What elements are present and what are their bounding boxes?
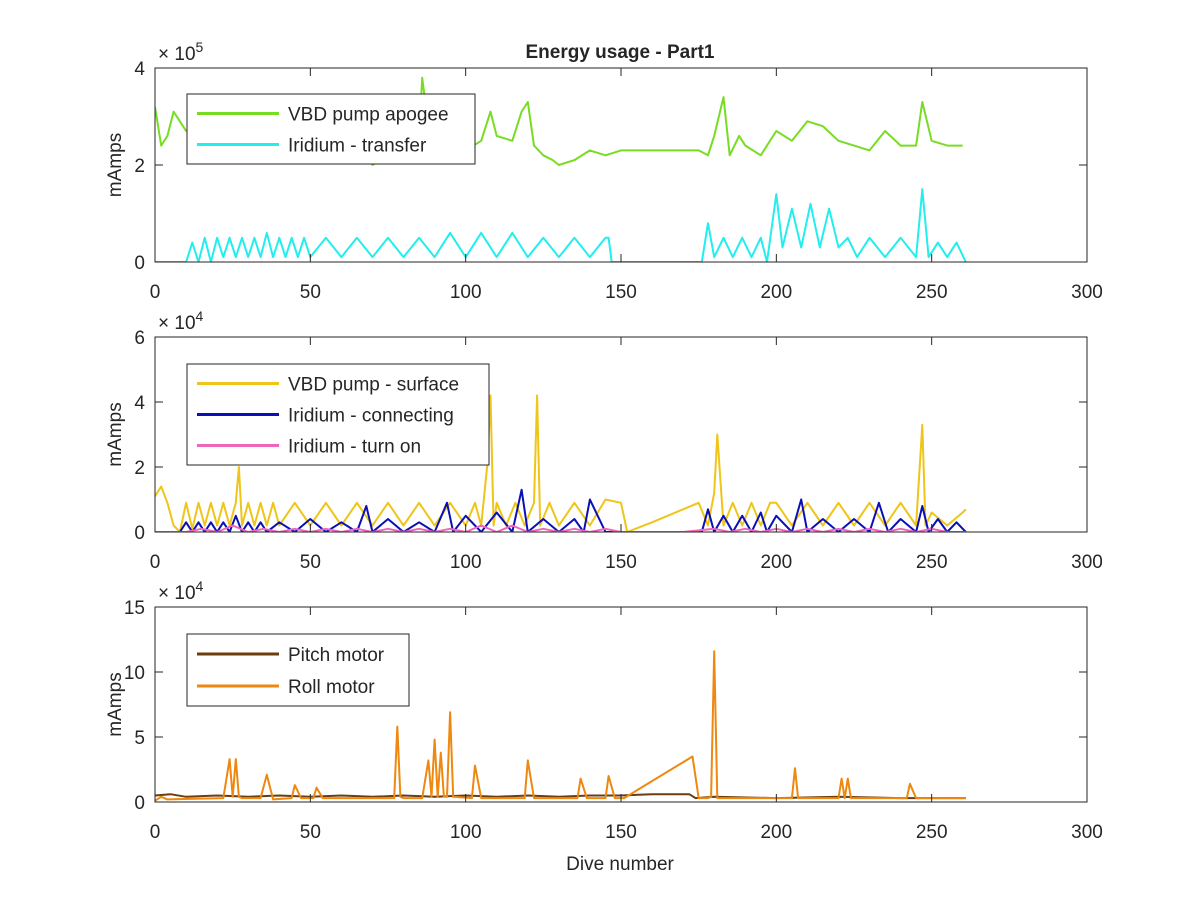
legend: VBD pump apogee Iridium - transfer bbox=[186, 93, 476, 165]
y-tick-label: 0 bbox=[134, 793, 145, 814]
series-lines bbox=[155, 394, 967, 532]
legend-label: Iridium - turn on bbox=[288, 437, 421, 458]
x-tick-label: 300 bbox=[1071, 282, 1103, 303]
y-tick-label: 4 bbox=[134, 393, 145, 414]
x-tick-label: 200 bbox=[760, 282, 792, 303]
legend: VBD pump - surface Iridium - connecting Ir… bbox=[186, 363, 490, 466]
x-tick-label: 250 bbox=[916, 282, 948, 303]
y-tick-label: 0 bbox=[134, 523, 145, 544]
legend-label: Iridium - transfer bbox=[288, 136, 427, 157]
x-tick-label: 100 bbox=[450, 282, 482, 303]
figure-title: Energy usage - Part1 bbox=[525, 42, 714, 63]
y-axis-label: mAmps bbox=[105, 133, 126, 197]
x-tick-label: 0 bbox=[150, 282, 161, 303]
x-tick-label: 50 bbox=[300, 282, 321, 303]
y-tick-label: 5 bbox=[134, 728, 145, 749]
x-tick-label: 300 bbox=[1071, 552, 1103, 573]
series-line-iridium-turn-on bbox=[155, 524, 966, 532]
series-line-roll-motor bbox=[155, 650, 966, 802]
x-tick-label: 100 bbox=[450, 552, 482, 573]
y-tick-label: 0 bbox=[134, 253, 145, 274]
legend-label: Iridium - connecting bbox=[288, 406, 454, 427]
legend-box bbox=[186, 93, 476, 165]
x-tick-label: 0 bbox=[150, 822, 161, 843]
y-tick-label: 4 bbox=[134, 59, 145, 80]
series-line-iridium-transfer bbox=[155, 188, 967, 262]
x-axis-label: Dive number bbox=[566, 854, 674, 875]
x-tick-label: 150 bbox=[605, 822, 637, 843]
series-line-pitch-motor bbox=[155, 793, 966, 800]
legend-label: VBD pump - surface bbox=[288, 375, 459, 396]
y-tick-label: 6 bbox=[134, 328, 145, 349]
y-tick-label: 2 bbox=[134, 458, 145, 479]
x-tick-label: 200 bbox=[760, 822, 792, 843]
x-tick-label: 150 bbox=[605, 552, 637, 573]
y-axis-label: mAmps bbox=[105, 402, 126, 466]
y-exponent-power: 4 bbox=[196, 578, 204, 594]
y-tick-label: 15 bbox=[124, 598, 145, 619]
legend-label: VBD pump apogee bbox=[288, 105, 449, 126]
legend-label: Pitch motor bbox=[288, 645, 385, 666]
y-axis-label: mAmps bbox=[105, 672, 126, 736]
x-tick-label: 0 bbox=[150, 552, 161, 573]
x-tick-label: 250 bbox=[916, 822, 948, 843]
x-tick-label: 50 bbox=[300, 552, 321, 573]
y-exponent-power: 4 bbox=[196, 308, 204, 324]
x-tick-label: 200 bbox=[760, 552, 792, 573]
legend: Pitch motor Roll motor bbox=[186, 633, 410, 707]
x-tick-label: 50 bbox=[300, 822, 321, 843]
x-tick-label: 300 bbox=[1071, 822, 1103, 843]
legend-box bbox=[186, 633, 410, 707]
legend-label: Roll motor bbox=[288, 677, 375, 698]
x-tick-label: 100 bbox=[450, 822, 482, 843]
x-tick-label: 150 bbox=[605, 282, 637, 303]
y-tick-label: 10 bbox=[124, 663, 145, 684]
series-lines bbox=[155, 650, 966, 802]
x-tick-label: 250 bbox=[916, 552, 948, 573]
y-exponent-power: 5 bbox=[196, 39, 204, 55]
y-tick-label: 2 bbox=[134, 156, 145, 177]
